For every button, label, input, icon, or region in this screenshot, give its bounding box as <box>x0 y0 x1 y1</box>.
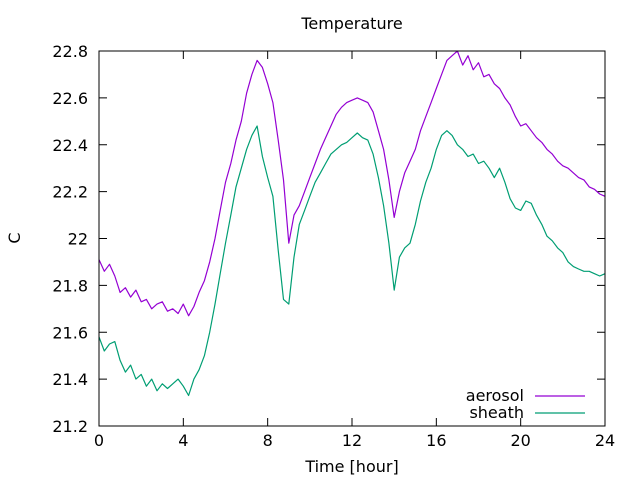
y-tick-label: 22.6 <box>52 89 88 108</box>
y-tick-label: 21.4 <box>52 370 88 389</box>
y-tick-label: 21.8 <box>52 276 88 295</box>
plot-frame <box>98 50 606 427</box>
chart-title: Temperature <box>300 14 402 33</box>
x-tick-label: 16 <box>426 431 446 450</box>
y-tick-label: 22 <box>68 230 88 249</box>
x-tick-label: 8 <box>263 431 273 450</box>
x-tick-label: 0 <box>94 431 104 450</box>
legend-label-sheath: sheath <box>469 403 524 422</box>
y-tick-label: 21.2 <box>52 417 88 436</box>
series-lines <box>99 51 605 397</box>
legend-label-aerosol: aerosol <box>466 386 524 405</box>
y-tick-label: 22.4 <box>52 136 88 155</box>
y-tick-label: 21.6 <box>52 323 88 342</box>
y-axis-label: C <box>5 232 24 243</box>
y-tick-label: 22.2 <box>52 183 88 202</box>
x-tick-label: 20 <box>510 431 530 450</box>
x-tick-label: 12 <box>342 431 362 450</box>
series-line-aerosol <box>99 51 605 317</box>
x-tick-label: 24 <box>595 431 615 450</box>
series-line-sheath <box>99 125 605 397</box>
x-axis-label: Time [hour] <box>304 457 398 476</box>
x-tick-label: 4 <box>178 431 188 450</box>
y-tick-label: 22.8 <box>52 42 88 61</box>
